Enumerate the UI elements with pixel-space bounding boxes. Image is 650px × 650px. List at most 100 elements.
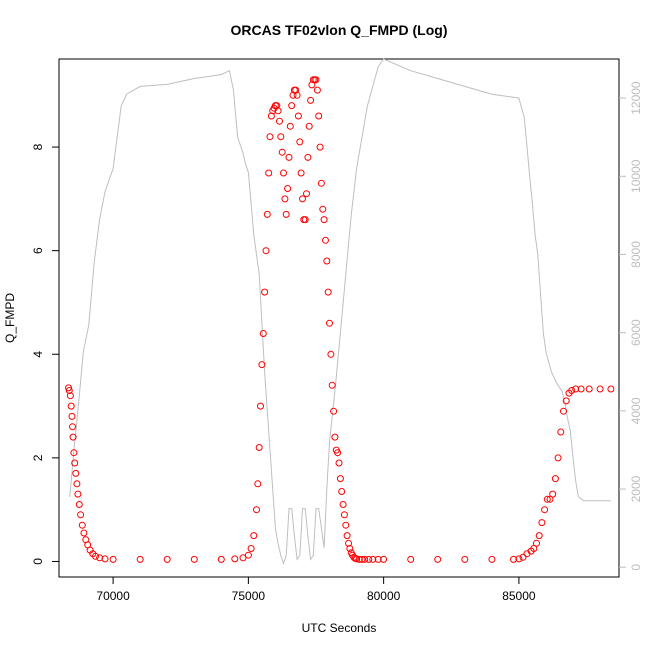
data-point (253, 506, 260, 514)
data-point (535, 532, 543, 540)
y-axis-left: 0 2 4 6 8 (31, 143, 59, 565)
data-point (533, 539, 540, 547)
data-point (75, 501, 83, 508)
data-point (265, 169, 273, 177)
data-point (247, 545, 255, 552)
data-point (109, 555, 117, 563)
y2-tick-label: 0 (629, 564, 643, 571)
y-axis-label: Q_FMPD (3, 293, 17, 343)
y-axis-right: 0 2000 4000 6000 8000 10000 12000 (619, 81, 643, 571)
y-tick-label: 4 (31, 351, 45, 358)
data-point (365, 555, 373, 563)
data-point (560, 407, 567, 415)
data-point (274, 107, 282, 115)
data-point (353, 555, 361, 563)
data-point (244, 551, 252, 559)
data-point (515, 555, 523, 563)
y-tick-label: 2 (31, 454, 45, 461)
data-point (338, 488, 346, 495)
data-point (276, 117, 283, 125)
data-point (324, 288, 332, 296)
data-point (342, 521, 350, 529)
data-point (343, 532, 351, 540)
x-axis-label: UTC Seconds (302, 621, 377, 635)
data-point (65, 387, 73, 394)
data-point (317, 179, 325, 187)
data-point (294, 112, 302, 120)
data-point (549, 490, 557, 498)
data-point (374, 555, 382, 563)
data-point (280, 169, 287, 177)
data-point (292, 86, 300, 94)
data-point (320, 216, 328, 224)
data-point (346, 545, 354, 552)
data-point (607, 385, 615, 393)
data-point (71, 459, 79, 467)
data-point (299, 195, 306, 203)
data-point (254, 480, 262, 488)
data-point (293, 91, 301, 99)
data-point (316, 143, 324, 151)
data-point (554, 454, 562, 462)
data-point (217, 555, 225, 563)
data-point (319, 205, 327, 213)
data-point (335, 459, 343, 467)
data-point (74, 490, 82, 498)
data-point (266, 133, 274, 141)
data-point (72, 469, 80, 477)
data-point (538, 519, 546, 527)
data-point (281, 195, 289, 203)
y2-tick-label: 6000 (629, 319, 643, 346)
data-point (284, 185, 292, 192)
x-axis: 70000 75000 80000 85000 (96, 576, 536, 603)
data-point (543, 495, 551, 503)
data-point (278, 148, 286, 156)
chart-title: ORCAS TF02vlon Q_FMPD (Log) (231, 22, 448, 38)
data-point (262, 247, 270, 255)
y-tick-label: 6 (31, 247, 45, 254)
x-tick-label: 75000 (232, 589, 266, 603)
data-point (327, 350, 335, 358)
data-point (258, 361, 266, 369)
data-point (336, 475, 344, 483)
data-point (301, 216, 309, 224)
data-point (70, 449, 78, 457)
data-point (92, 552, 99, 560)
data-point (339, 501, 347, 508)
data-point (259, 330, 267, 337)
data-point (136, 555, 144, 563)
data-point (322, 236, 329, 244)
y2-tick-label: 10000 (629, 159, 643, 193)
data-point (461, 555, 469, 563)
data-point (250, 532, 258, 540)
data-point (304, 153, 312, 161)
data-point (255, 444, 263, 451)
data-point (303, 190, 310, 198)
data-point (585, 385, 593, 393)
data-point (315, 112, 323, 120)
data-point (296, 138, 304, 146)
data-point (267, 112, 275, 120)
data-point (313, 86, 321, 94)
data-point (77, 511, 85, 519)
data-point (277, 133, 285, 141)
data-point (101, 555, 109, 563)
altitude-layer (69, 58, 611, 565)
data-point (331, 433, 339, 441)
data-point (285, 153, 293, 161)
data-point (305, 122, 313, 130)
data-point (326, 319, 333, 327)
y2-tick-label: 8000 (629, 241, 643, 268)
data-point (340, 511, 348, 519)
data-point (369, 555, 377, 563)
x-tick-label: 85000 (502, 589, 536, 603)
data-point (67, 402, 75, 410)
data-point (80, 529, 88, 537)
data-point (551, 475, 559, 483)
data-point (73, 480, 81, 488)
altitude-line (69, 58, 611, 565)
data-point (307, 96, 315, 104)
data-point (488, 555, 496, 563)
data-point (541, 506, 549, 514)
